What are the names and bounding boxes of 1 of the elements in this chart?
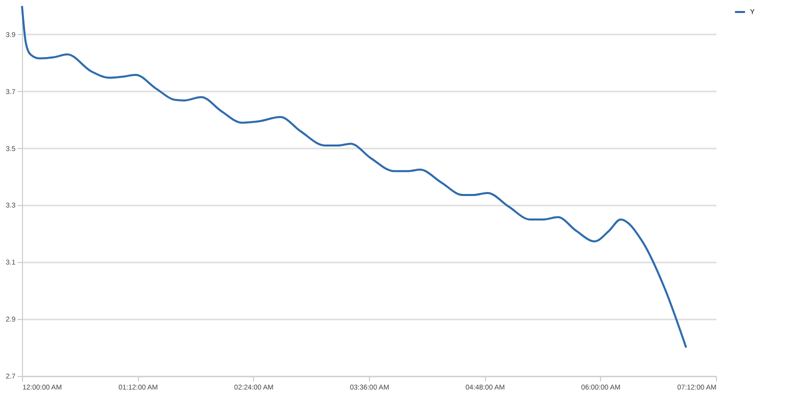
line-series xyxy=(21,5,688,349)
